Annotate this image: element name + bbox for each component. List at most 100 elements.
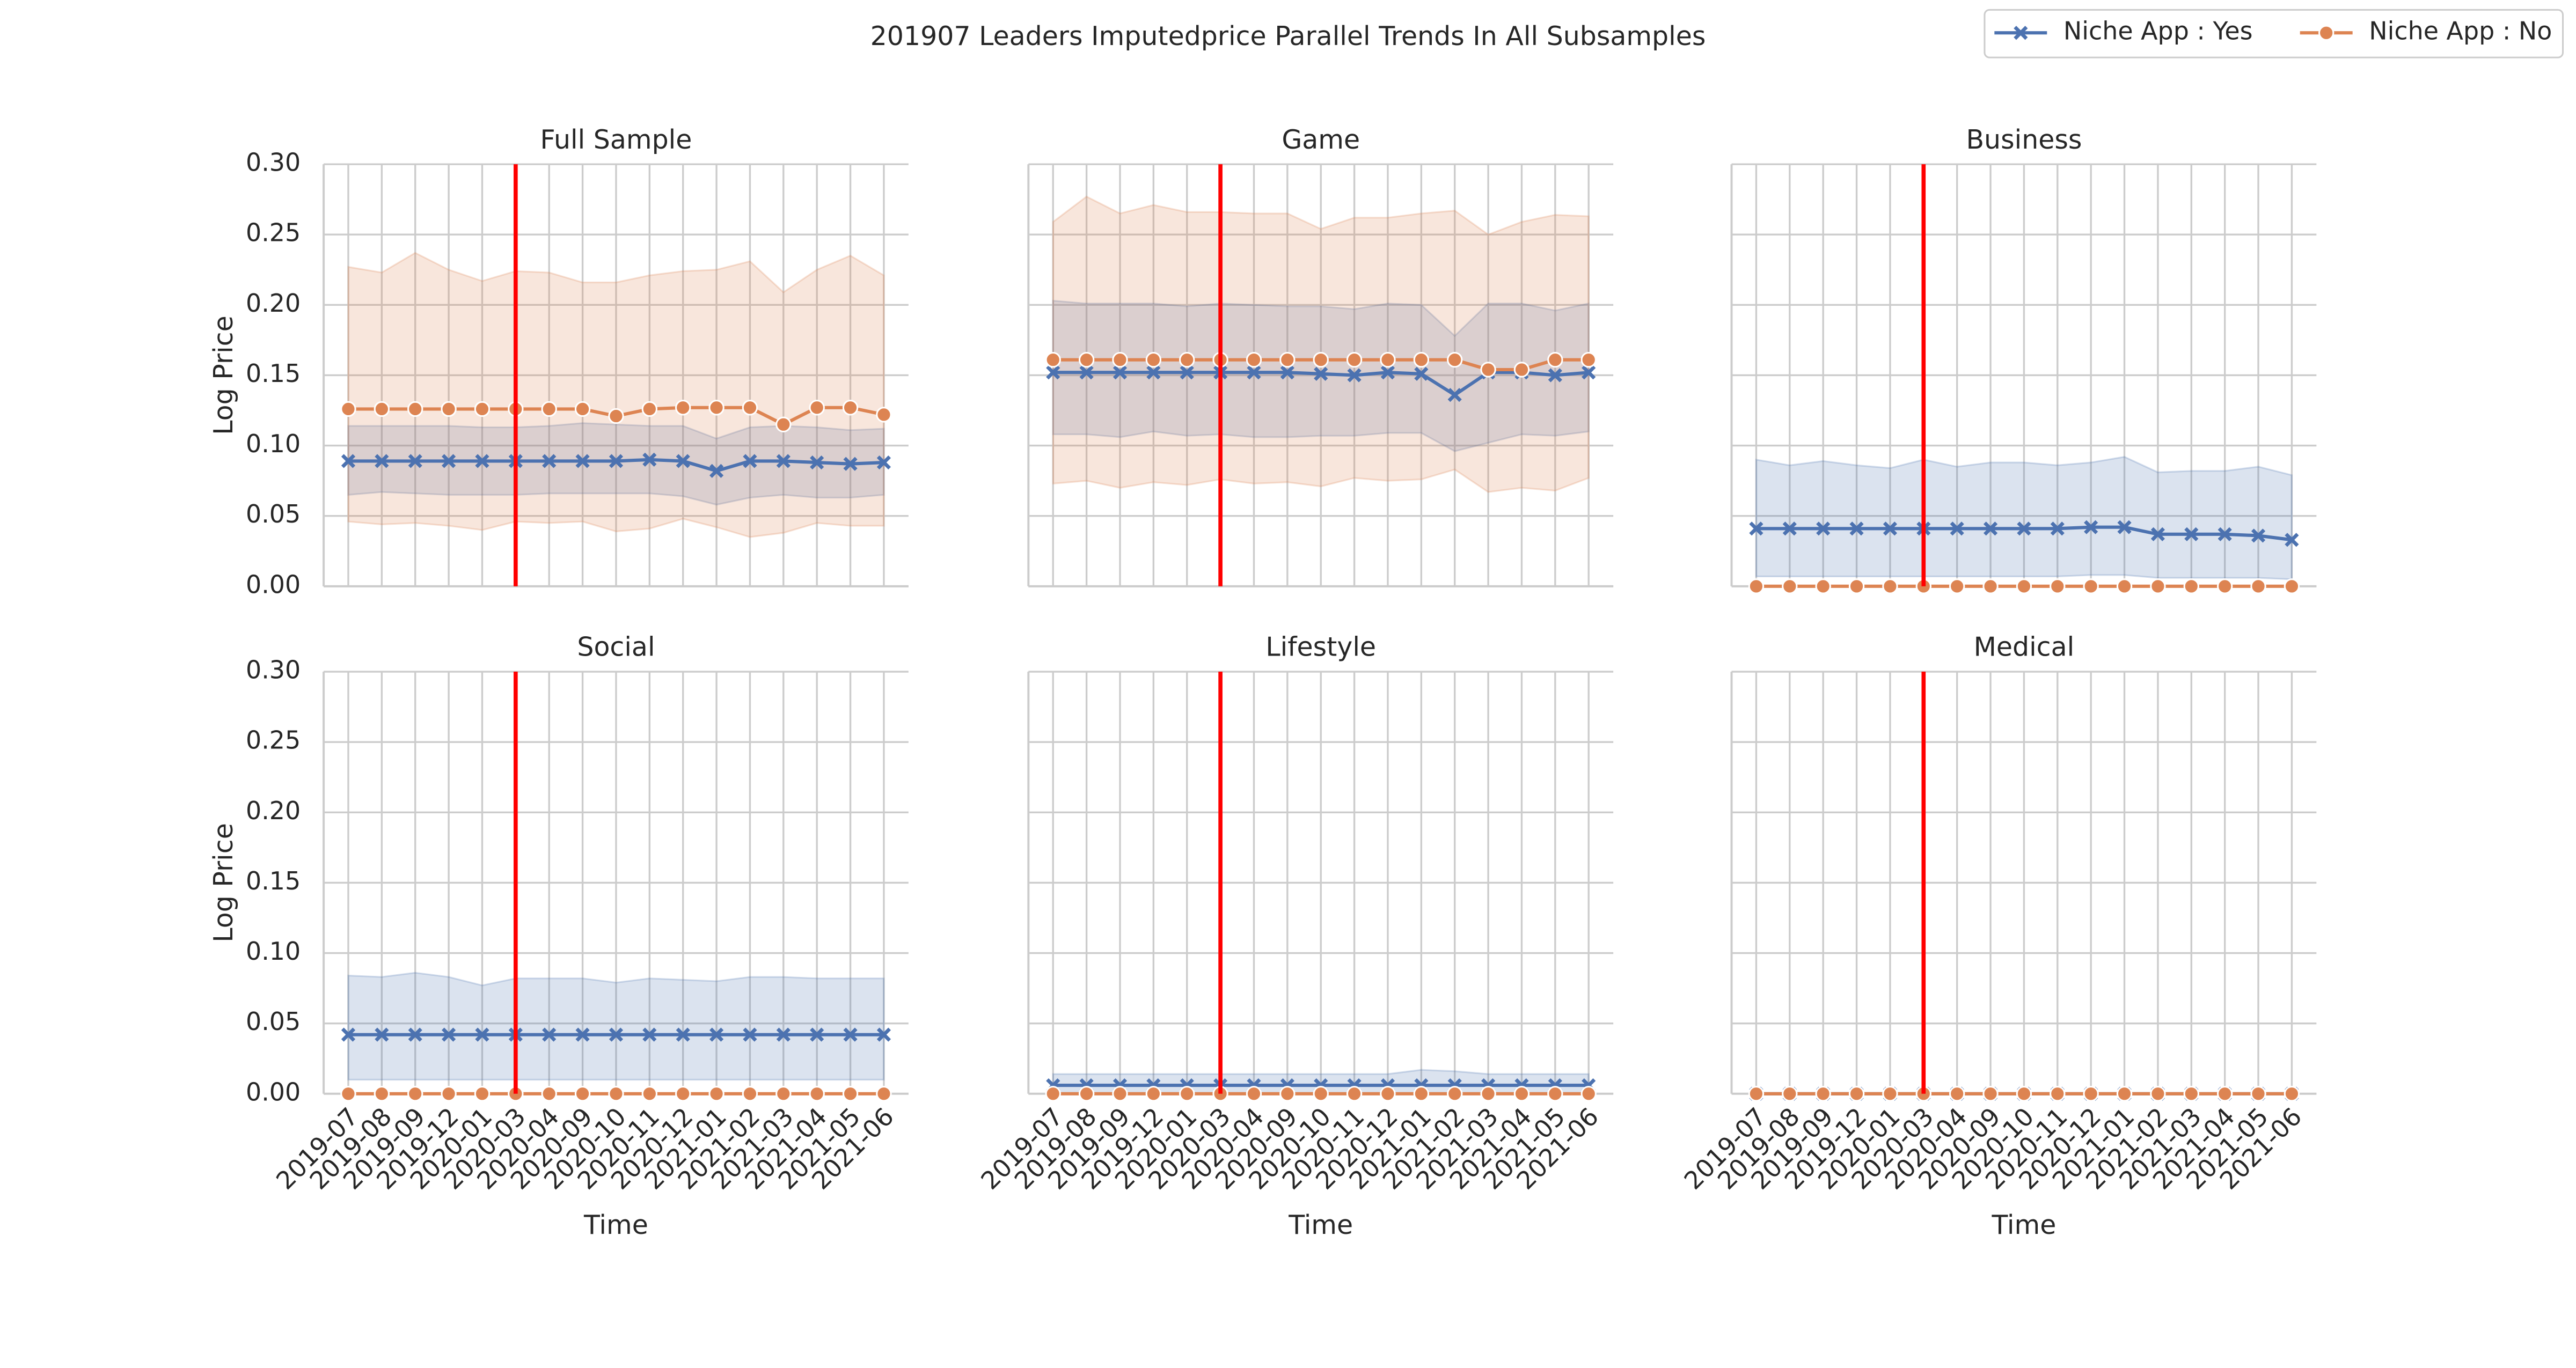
point — [743, 1027, 757, 1042]
point — [608, 408, 624, 424]
legend-box — [1984, 9, 2564, 58]
point — [1279, 1086, 1296, 1102]
point — [2050, 521, 2065, 536]
point — [842, 400, 859, 416]
point — [375, 454, 389, 468]
y-axis-label: Log Price — [208, 823, 239, 943]
point — [2284, 1086, 2300, 1102]
point — [2017, 521, 2031, 536]
point — [1748, 1086, 1765, 1102]
y-tick-label: 0.20 — [246, 289, 301, 318]
point — [1413, 1086, 1430, 1102]
point — [575, 454, 590, 468]
point — [641, 1086, 658, 1102]
y-tick-label: 0.00 — [246, 570, 301, 599]
point — [1480, 1086, 1496, 1102]
point — [407, 1086, 423, 1102]
point — [441, 1086, 457, 1102]
point — [742, 1086, 758, 1102]
point — [474, 401, 491, 417]
point — [676, 1027, 690, 1042]
point — [2150, 527, 2165, 541]
y-tick-label: 0.05 — [246, 499, 301, 528]
point — [1280, 365, 1294, 380]
point — [474, 1086, 491, 1102]
y-tick-label: 0.30 — [246, 656, 301, 685]
point — [1313, 1086, 1329, 1102]
point — [810, 455, 824, 470]
point — [843, 1027, 858, 1042]
point — [1513, 362, 1530, 378]
point — [1313, 351, 1329, 368]
point — [876, 455, 891, 470]
point — [2116, 578, 2133, 594]
point — [1146, 365, 1161, 380]
point — [1582, 365, 1596, 380]
point — [1949, 1086, 1965, 1102]
point — [876, 1027, 891, 1042]
point — [876, 407, 892, 423]
point — [1078, 351, 1095, 368]
point — [374, 401, 390, 417]
y-tick-label: 0.15 — [246, 866, 301, 895]
point — [1982, 1086, 1999, 1102]
point — [441, 401, 457, 417]
point — [1480, 362, 1496, 378]
point — [675, 400, 691, 416]
point — [743, 454, 757, 468]
panel-title: Full Sample — [540, 124, 692, 155]
point — [2285, 533, 2299, 547]
point — [1513, 1086, 1530, 1102]
point — [809, 1086, 825, 1102]
point — [1145, 351, 1162, 368]
point — [1848, 578, 1865, 594]
panel-title: Medical — [1974, 632, 2075, 663]
point — [642, 452, 657, 467]
point — [1413, 351, 1430, 368]
panel-title: Lifestyle — [1265, 632, 1376, 663]
y-tick-label: 0.25 — [246, 726, 301, 755]
point — [574, 401, 591, 417]
panel-title: Social — [577, 632, 655, 663]
point — [1314, 366, 1328, 381]
point — [1180, 365, 1194, 380]
point — [776, 1027, 791, 1042]
figure-title: 201907 Leaders Imputedprice Parallel Tre… — [870, 21, 1706, 52]
legend-label: Niche App : No — [2369, 17, 2552, 46]
point — [442, 1027, 456, 1042]
point — [2150, 578, 2166, 594]
point — [608, 1086, 624, 1102]
point — [1246, 1086, 1262, 1102]
point — [2183, 578, 2199, 594]
point — [1848, 1086, 1865, 1102]
point — [1347, 368, 1362, 383]
x-axis-label: Time — [1288, 1210, 1353, 1240]
point — [1380, 351, 1396, 368]
point — [475, 1027, 489, 1042]
point — [1782, 521, 1797, 536]
point — [2016, 1086, 2032, 1102]
point — [1580, 351, 1597, 368]
point — [341, 454, 356, 468]
point — [407, 401, 423, 417]
legend-label: Niche App : Yes — [2063, 17, 2253, 46]
point — [1749, 521, 1763, 536]
y-tick-label: 0.10 — [246, 429, 301, 458]
point — [1882, 1086, 1898, 1102]
y-tick-label: 0.25 — [246, 218, 301, 247]
point — [2284, 578, 2300, 594]
point — [1346, 351, 1363, 368]
confidence-band — [1052, 195, 1590, 493]
point — [1782, 578, 1798, 594]
point — [609, 454, 624, 468]
point — [1983, 521, 1998, 536]
point — [2184, 527, 2199, 541]
point — [1547, 1086, 1563, 1102]
point — [408, 454, 422, 468]
point — [340, 1086, 356, 1102]
point — [408, 1027, 422, 1042]
point — [2050, 578, 2066, 594]
y-tick-label: 0.00 — [246, 1077, 301, 1106]
confidence-band — [347, 422, 885, 506]
point — [641, 401, 658, 417]
